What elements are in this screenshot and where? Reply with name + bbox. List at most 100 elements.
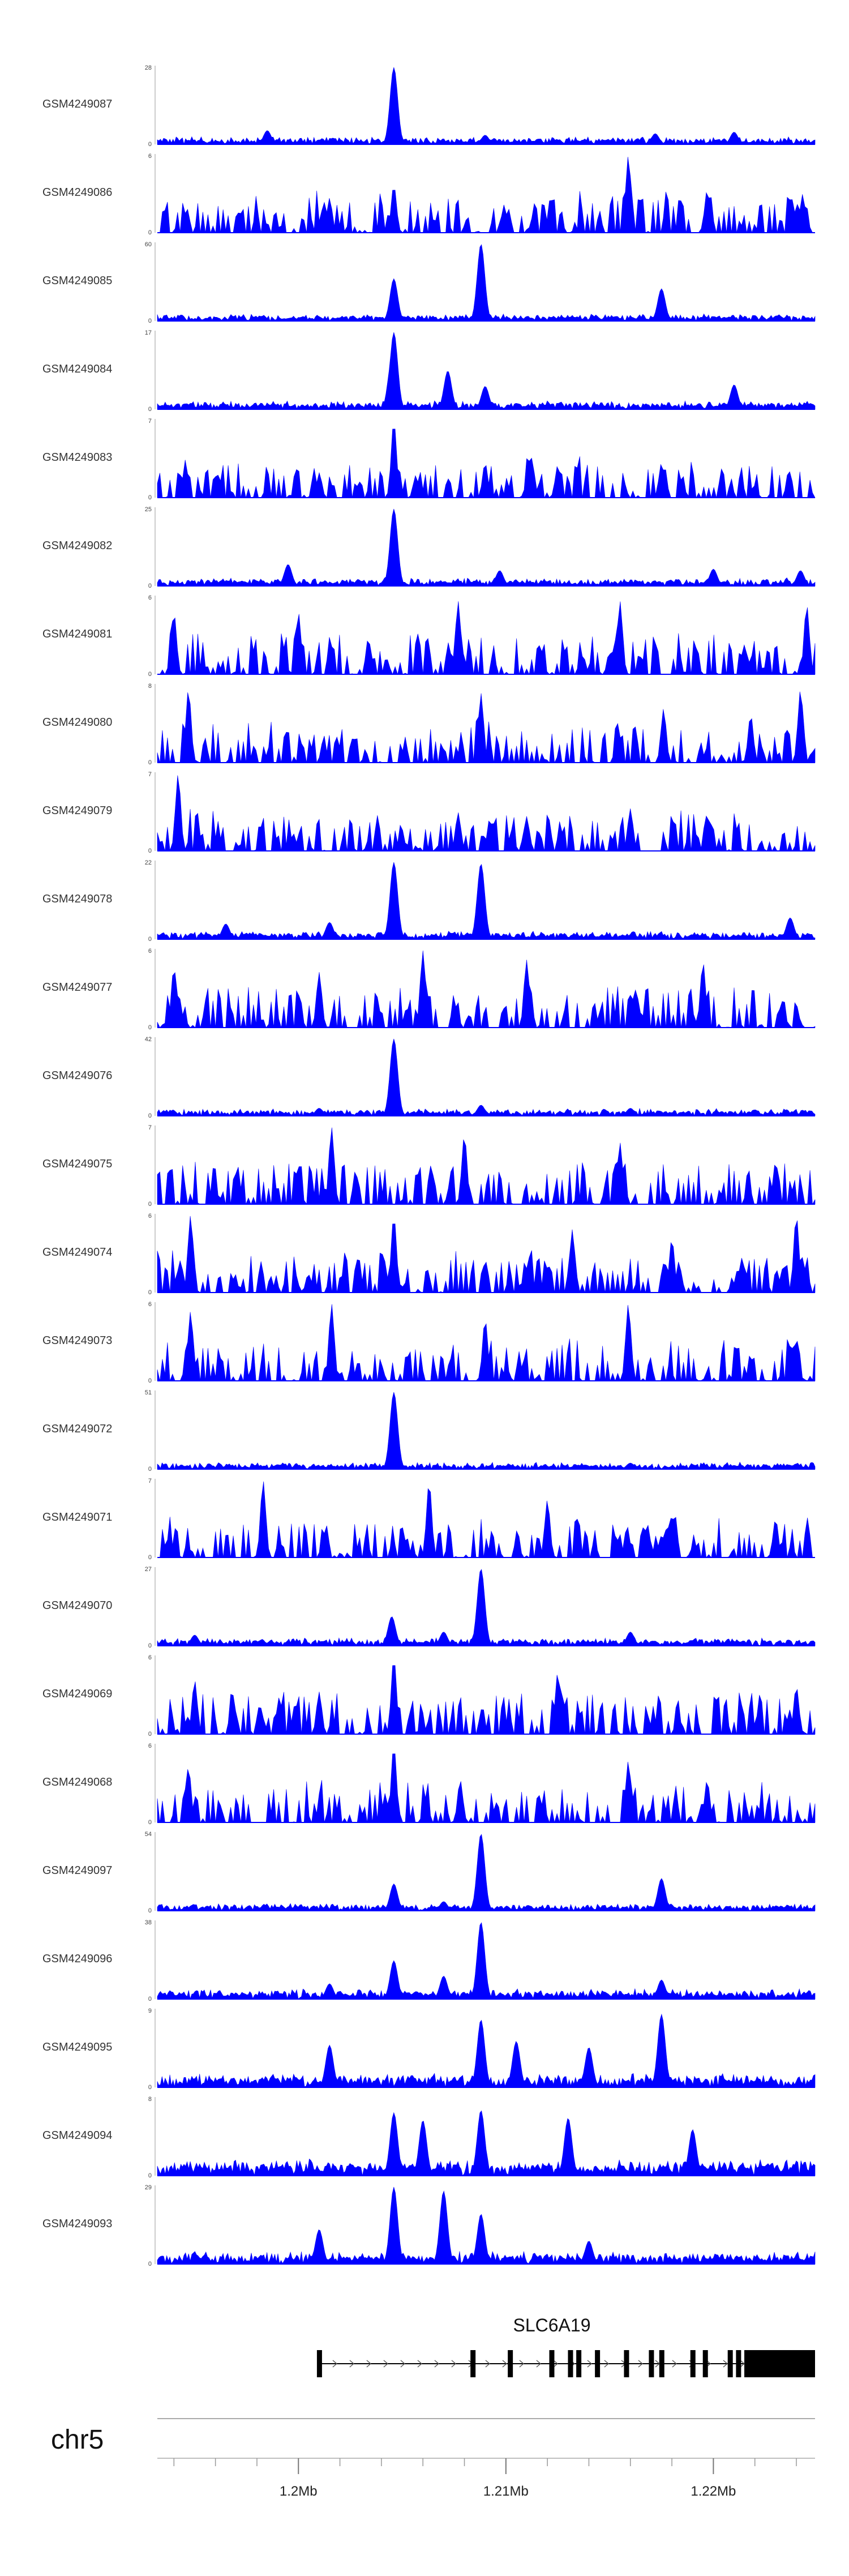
y-min-label: 0: [148, 1996, 152, 2002]
track-label: GSM4249084: [42, 363, 112, 375]
strand-arrow: [400, 2360, 405, 2368]
y-min-label: 0: [148, 1466, 152, 1473]
track-label: GSM4249093: [42, 2218, 112, 2230]
exon-block: [727, 2350, 733, 2377]
coverage-tracks: GSM4249087280GSM424908660GSM4249085600GS…: [42, 65, 816, 2267]
y-min-label: 0: [148, 406, 152, 413]
track-gsm4249086: GSM4249086 6 0: [42, 153, 816, 236]
y-min-label: 0: [148, 1289, 152, 1296]
exon-block: [576, 2350, 582, 2377]
track-label: GSM4249076: [42, 1069, 112, 1082]
gene-label: SLC6A19: [513, 2315, 591, 2335]
exon-block: [624, 2350, 629, 2377]
coverage-area: [157, 1304, 816, 1382]
track-label: GSM4249070: [42, 1599, 112, 1612]
y-min-label: 0: [148, 494, 152, 501]
y-max-label: 17: [145, 330, 152, 336]
track-gsm4249096: GSM4249096 38 0: [42, 1919, 816, 2002]
coverage-area: [157, 67, 816, 145]
y-min-label: 0: [148, 1642, 152, 1649]
y-max-label: 42: [145, 1036, 152, 1043]
y-min-label: 0: [148, 2261, 152, 2267]
track-label: GSM4249072: [42, 1423, 112, 1435]
coverage-area: [157, 2013, 816, 2088]
track-gsm4249081: GSM4249081 6 0: [42, 594, 816, 678]
track-gsm4249071: GSM4249071 7 0: [42, 1478, 815, 1561]
track-label: GSM4249071: [42, 1511, 112, 1524]
coverage-area: [157, 1753, 816, 1824]
y-max-label: 22: [145, 859, 152, 866]
y-min-label: 0: [148, 1201, 152, 1208]
y-min-label: 0: [148, 848, 152, 854]
exon-block: [470, 2350, 476, 2377]
track-gsm4249080: GSM4249080 8 0: [42, 683, 816, 766]
y-min-label: 0: [148, 1819, 152, 1826]
y-min-label: 0: [148, 318, 152, 324]
coverage-area: [157, 1127, 816, 1205]
y-max-label: 8: [148, 683, 152, 690]
track-gsm4249078: GSM4249078 22 0: [42, 859, 816, 943]
coverage-area: [157, 429, 816, 499]
strand-arrow: [723, 2360, 728, 2368]
track-label: GSM4249069: [42, 1688, 112, 1700]
y-max-label: 6: [148, 948, 152, 955]
y-max-label: 51: [145, 1389, 152, 1396]
y-max-label: 6: [148, 1654, 152, 1661]
strand-arrow: [434, 2360, 439, 2368]
track-gsm4249076: GSM4249076 42 0: [42, 1036, 816, 1119]
track-gsm4249084: GSM4249084 17 0: [42, 330, 816, 413]
strand-arrow: [366, 2360, 371, 2368]
track-gsm4249087: GSM4249087 28 0: [42, 65, 816, 148]
strand-arrow: [536, 2360, 541, 2368]
exon-block: [508, 2350, 513, 2377]
track-gsm4249083: GSM4249083 7 0: [42, 418, 816, 501]
gene-annotation-track: SLC6A19: [316, 2315, 815, 2377]
exon-block: [702, 2350, 708, 2377]
track-label: GSM4249074: [42, 1246, 112, 1259]
y-min-label: 0: [148, 759, 152, 766]
track-gsm4249068: GSM4249068 6 0: [42, 1743, 816, 1826]
track-gsm4249073: GSM4249073 6 0: [42, 1301, 816, 1384]
y-max-label: 6: [148, 153, 152, 160]
coverage-area: [157, 508, 816, 587]
y-max-label: 9: [148, 2008, 152, 2014]
strand-arrow: [502, 2360, 507, 2368]
tick-label: 1.22Mb: [691, 2484, 736, 2499]
y-min-label: 0: [148, 1731, 152, 1738]
track-label: GSM4249077: [42, 981, 112, 994]
track-label: GSM4249096: [42, 1953, 112, 1965]
exon-block: [649, 2350, 654, 2377]
y-max-label: 38: [145, 1919, 152, 1926]
y-min-label: 0: [148, 583, 152, 589]
track-gsm4249079: GSM4249079 7 0: [42, 771, 816, 854]
track-label: GSM4249083: [42, 451, 112, 464]
strand-arrow: [638, 2360, 643, 2368]
track-label: GSM4249097: [42, 1864, 112, 1877]
exon-block: [736, 2350, 741, 2377]
tick-label: 1.2Mb: [280, 2484, 318, 2499]
strand-arrow: [332, 2360, 337, 2368]
track-label: GSM4249081: [42, 628, 112, 640]
coverage-area: [157, 1834, 816, 1911]
y-max-label: 28: [145, 65, 152, 71]
y-max-label: 60: [145, 241, 152, 248]
coverage-area: [157, 1481, 815, 1559]
track-label: GSM4249095: [42, 2041, 112, 2053]
chromosome-label: chr5: [51, 2425, 104, 2455]
coverage-area: [157, 1665, 816, 1735]
track-gsm4249097: GSM4249097 54 0: [42, 1831, 816, 1914]
strand-arrow: [604, 2360, 609, 2368]
y-max-label: 6: [148, 1301, 152, 1308]
exon-block: [744, 2350, 750, 2377]
y-min-label: 0: [148, 936, 152, 943]
strand-arrow: [672, 2360, 677, 2368]
y-min-label: 0: [148, 1112, 152, 1119]
strand-arrow: [519, 2360, 524, 2368]
y-max-label: 29: [145, 2184, 152, 2191]
y-min-label: 0: [148, 671, 152, 678]
y-max-label: 7: [148, 418, 152, 425]
coverage-area: [157, 775, 816, 852]
coverage-area: [157, 2110, 816, 2176]
track-label: GSM4249068: [42, 1776, 112, 1788]
